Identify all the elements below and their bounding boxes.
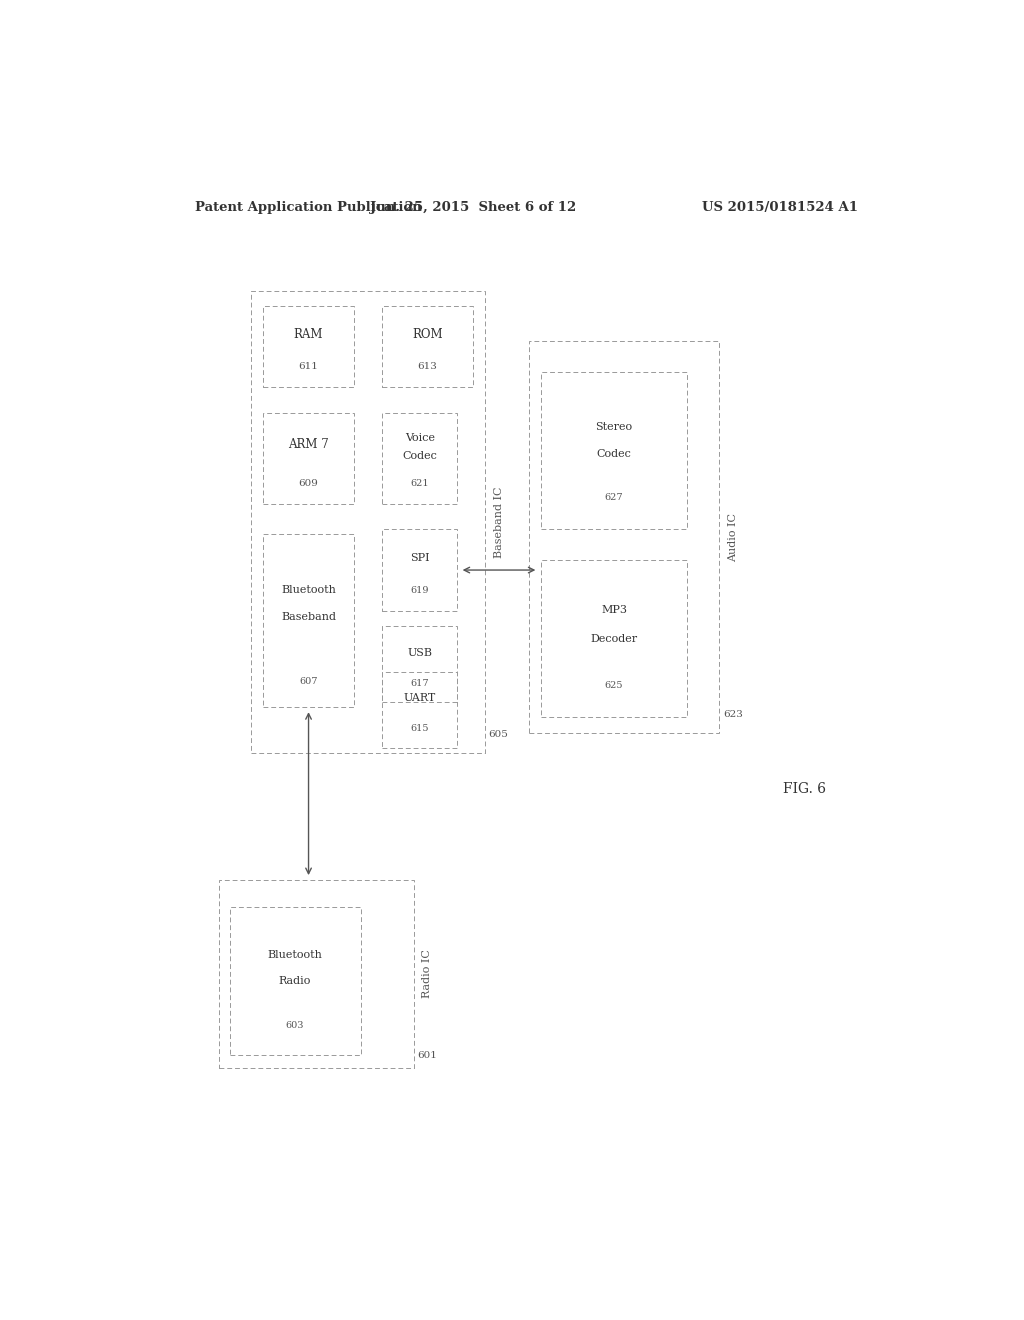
- Text: Voice: Voice: [404, 433, 434, 444]
- Bar: [382, 626, 458, 702]
- Text: 623: 623: [723, 710, 742, 719]
- Text: 627: 627: [605, 494, 624, 503]
- Text: Stereo: Stereo: [596, 422, 633, 432]
- Bar: [541, 372, 687, 529]
- Text: 617: 617: [411, 678, 429, 688]
- Text: Codec: Codec: [402, 451, 437, 462]
- Bar: [541, 560, 687, 718]
- Text: 625: 625: [605, 681, 624, 690]
- Bar: [251, 290, 485, 752]
- Text: 607: 607: [299, 677, 317, 686]
- Text: 613: 613: [418, 362, 437, 371]
- Bar: [219, 880, 414, 1068]
- Text: Bluetooth: Bluetooth: [282, 585, 336, 595]
- Text: Patent Application Publication: Patent Application Publication: [196, 201, 422, 214]
- Text: US 2015/0181524 A1: US 2015/0181524 A1: [702, 201, 858, 214]
- Text: USB: USB: [408, 648, 432, 657]
- Text: 615: 615: [411, 725, 429, 734]
- Text: ROM: ROM: [413, 327, 443, 341]
- Text: 603: 603: [286, 1020, 304, 1030]
- Text: Baseband: Baseband: [281, 612, 336, 623]
- Text: Audio IC: Audio IC: [728, 512, 737, 561]
- Text: 621: 621: [411, 479, 429, 488]
- Text: Decoder: Decoder: [591, 634, 638, 644]
- Bar: [382, 672, 458, 748]
- Text: Radio: Radio: [279, 977, 311, 986]
- Text: RAM: RAM: [294, 327, 324, 341]
- Text: 611: 611: [299, 362, 318, 371]
- Bar: [528, 342, 719, 733]
- Text: Baseband IC: Baseband IC: [494, 486, 504, 557]
- Text: Radio IC: Radio IC: [422, 949, 432, 998]
- Text: Jun. 25, 2015  Sheet 6 of 12: Jun. 25, 2015 Sheet 6 of 12: [370, 201, 577, 214]
- Bar: [382, 413, 458, 504]
- Text: Bluetooth: Bluetooth: [267, 949, 323, 960]
- Text: MP3: MP3: [601, 606, 627, 615]
- Text: 609: 609: [299, 479, 318, 488]
- Text: SPI: SPI: [410, 553, 429, 562]
- Text: 605: 605: [488, 730, 509, 739]
- Text: ARM 7: ARM 7: [288, 438, 329, 451]
- Text: Codec: Codec: [597, 449, 632, 459]
- Bar: [382, 529, 458, 611]
- Text: UART: UART: [403, 693, 436, 704]
- Text: 619: 619: [411, 586, 429, 595]
- Bar: [263, 413, 354, 504]
- Bar: [263, 535, 354, 708]
- Text: FIG. 6: FIG. 6: [782, 781, 825, 796]
- Bar: [263, 306, 354, 387]
- Bar: [382, 306, 473, 387]
- Bar: [229, 907, 360, 1055]
- Text: 601: 601: [417, 1052, 437, 1060]
